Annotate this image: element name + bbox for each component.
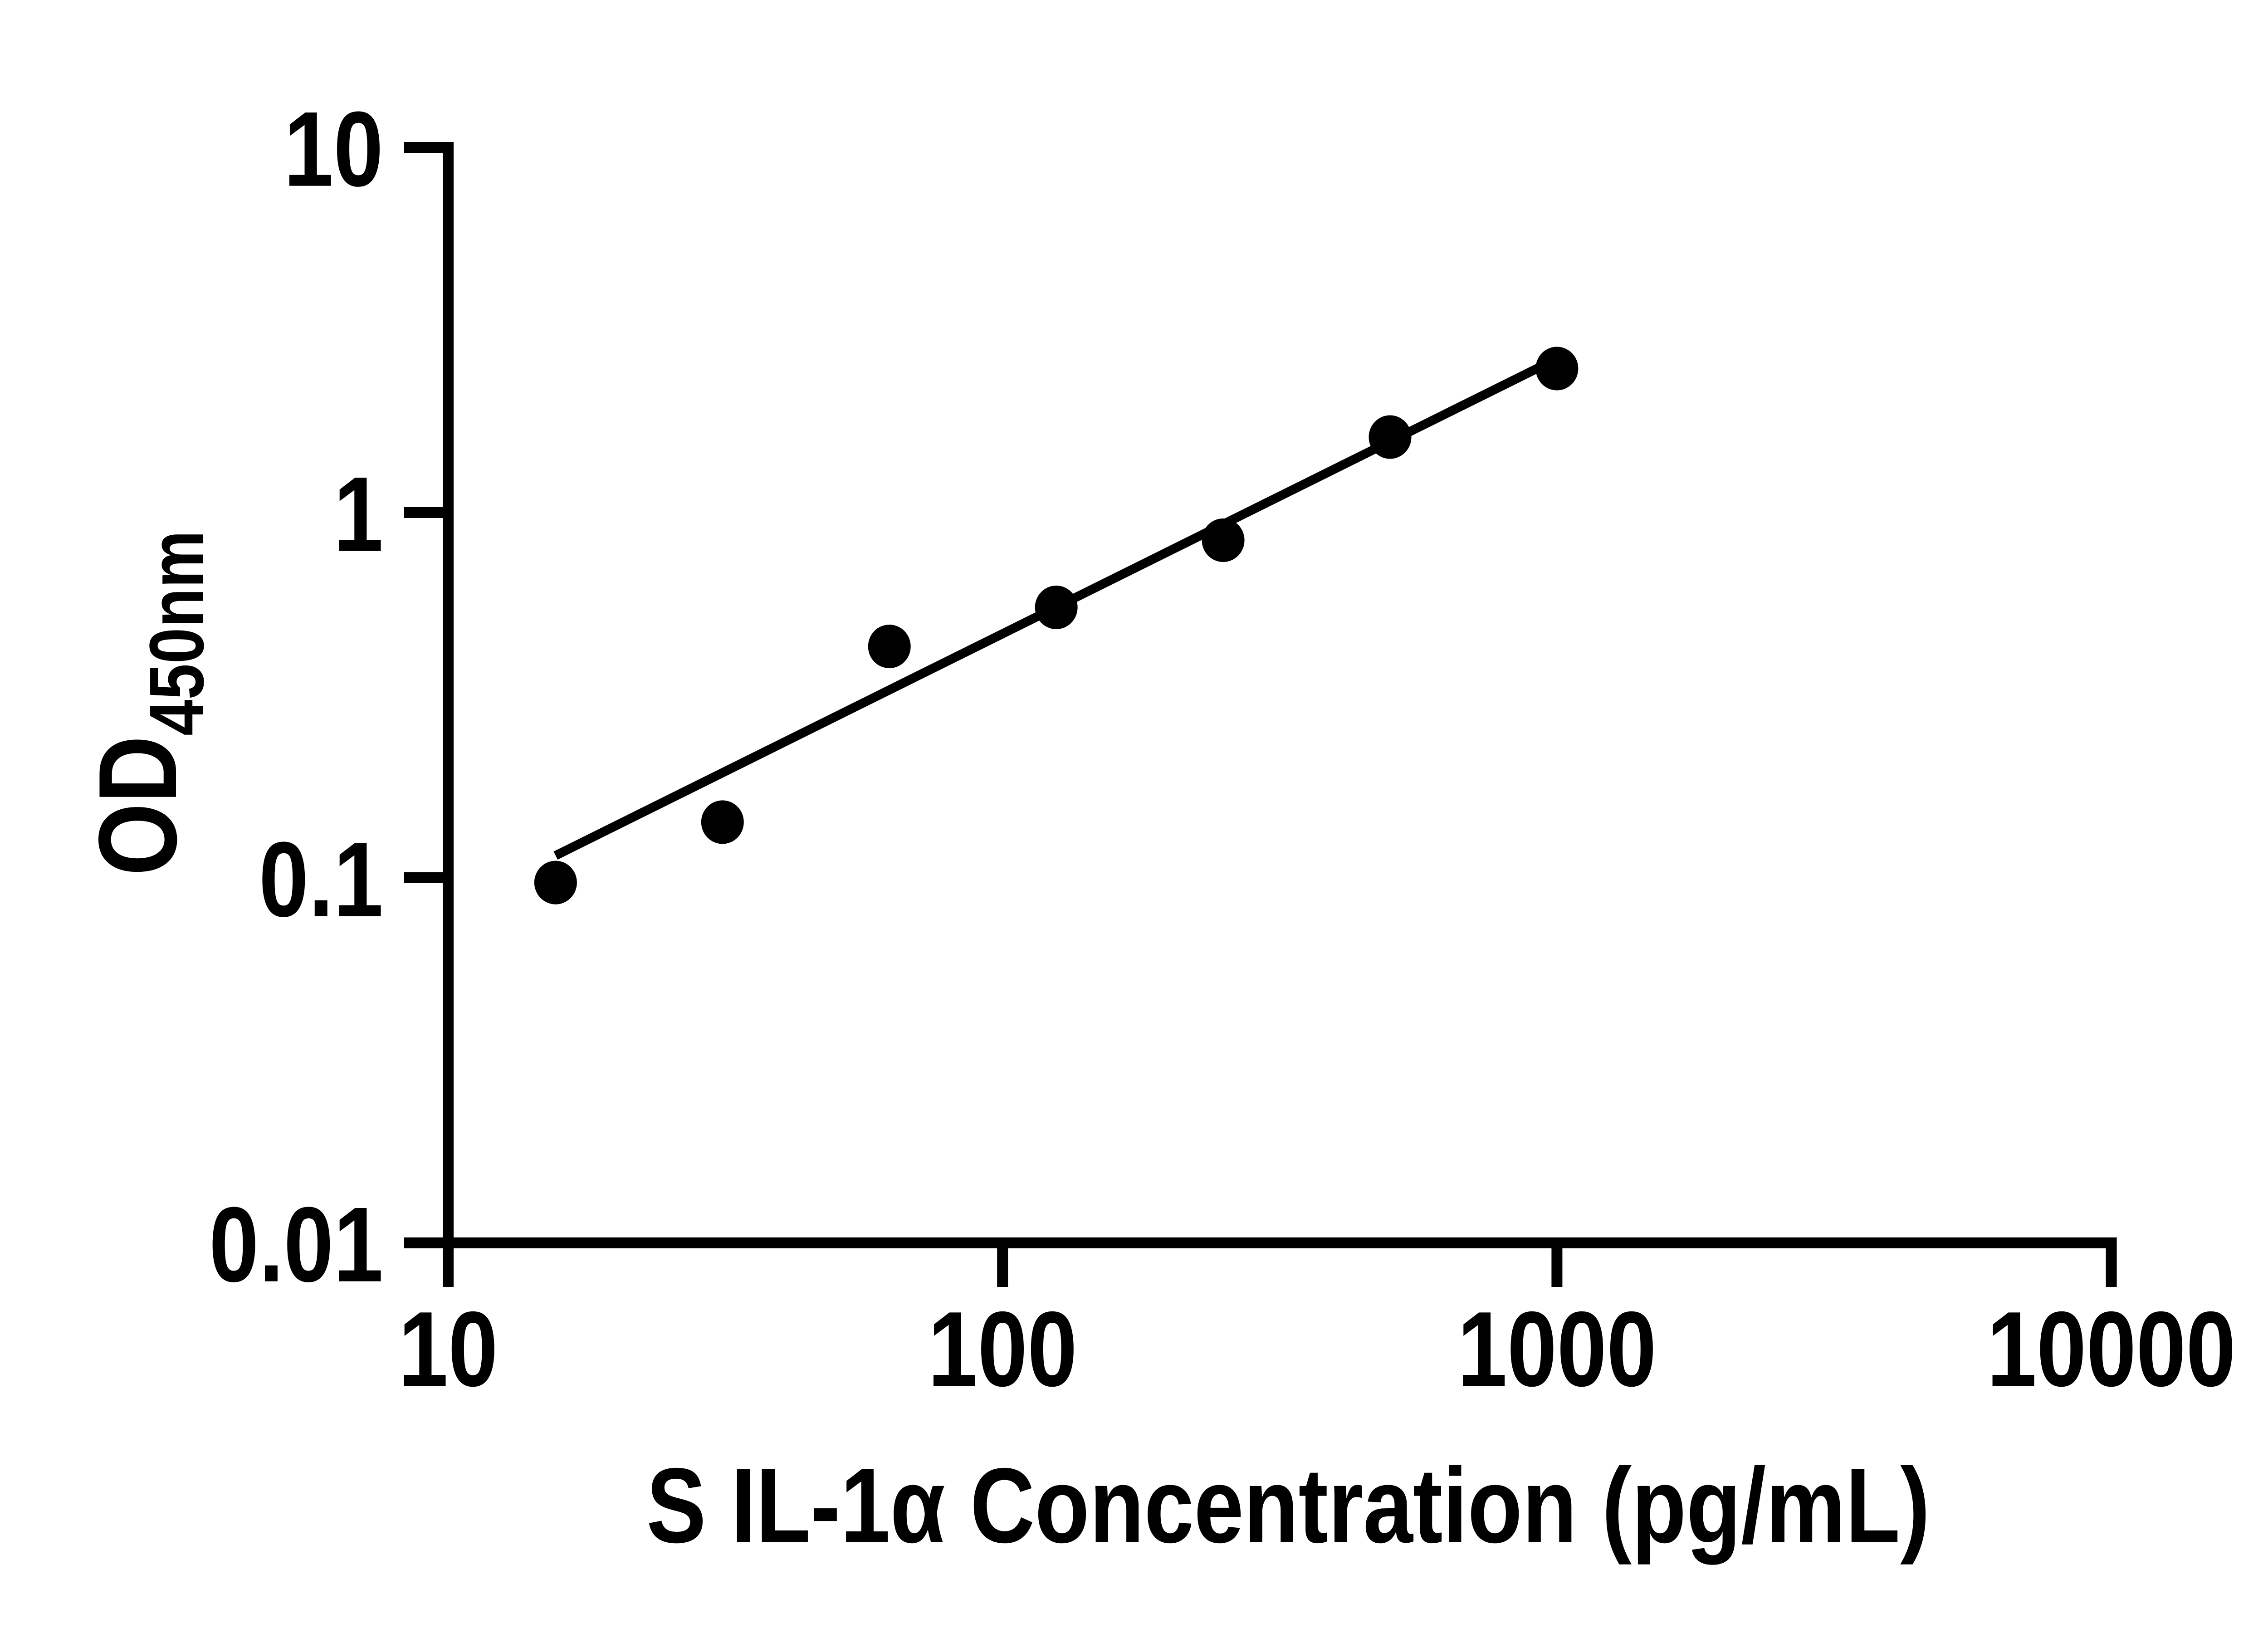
x-tick-label: 10000 — [1987, 1290, 2236, 1408]
x-tick-label: 100 — [928, 1290, 1077, 1408]
y-axis-title-subscript: 450nm — [134, 530, 220, 735]
y-tick-label: 0.1 — [259, 820, 383, 939]
y-tick-label: 0.01 — [209, 1185, 383, 1304]
y-tick-label-group: 10 — [284, 89, 383, 208]
data-point-15.625pgml — [534, 861, 577, 905]
x-tick-label: 1000 — [1457, 1290, 1657, 1408]
x-tick-label-group: 10000 — [1987, 1290, 2236, 1408]
y-tick-label-group: 1 — [333, 455, 383, 573]
y-axis-title-main: OD — [75, 736, 200, 876]
x-axis-title: S IL-1α Concentration (pg/mL) — [646, 1446, 1930, 1565]
data-point-1000pgml — [1535, 347, 1579, 391]
y-axis-title: OD450nm — [75, 530, 220, 875]
x-tick-label-group: 10 — [398, 1290, 498, 1408]
data-point-62.5pgml — [868, 625, 911, 669]
y-tick-label-group: 0.01 — [209, 1185, 383, 1304]
y-tick-label: 1 — [333, 455, 383, 573]
data-point-250pgml — [1202, 518, 1245, 562]
x-tick-label-group: 100 — [928, 1290, 1077, 1408]
x-axis-title-group: S IL-1α Concentration (pg/mL) — [646, 1446, 1930, 1565]
x-tick-label-group: 1000 — [1457, 1290, 1657, 1408]
data-point-500pgml — [1369, 415, 1412, 459]
x-tick-label: 10 — [398, 1290, 498, 1408]
y-tick-label-group: 0.1 — [259, 820, 383, 939]
y-axis-title-group: OD450nm — [75, 530, 220, 875]
y-tick-label: 10 — [284, 89, 383, 208]
data-point-31.25pgml — [701, 800, 744, 844]
data-point-125pgml — [1035, 586, 1078, 630]
